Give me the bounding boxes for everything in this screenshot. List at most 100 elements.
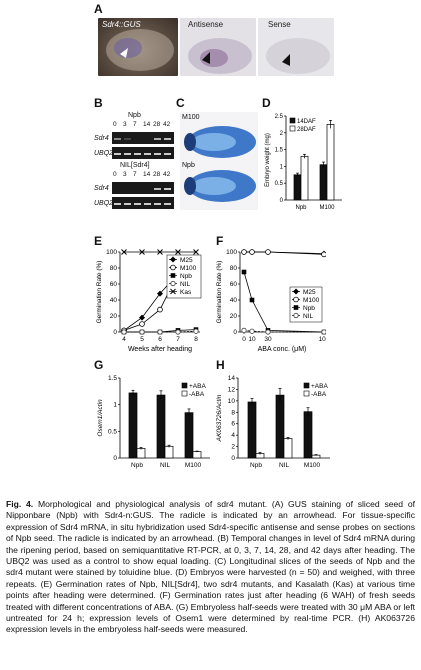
gel-image-ubq2-npb <box>112 147 174 159</box>
gel-image-sdr4-npb <box>112 132 174 144</box>
legend-label: Npb <box>303 305 315 312</box>
chart-g-osem1: 0 0.5 1 1.5 Osem1/Actin Npb NIL M100 +ABA-ABA <box>97 375 210 469</box>
chart-h-ak063726: 0 2 4 6 8 10 12 14 AK063726/Actin Npb NIL M100 +ABA-… <box>216 375 330 469</box>
gel-lane-label: 28 <box>153 171 161 178</box>
legend-label: Kas <box>180 289 192 296</box>
legend-label: +ABA <box>311 383 328 390</box>
gus-stained-seed-image: Sdr4::GUS <box>98 18 178 76</box>
sense-title: Sense <box>268 20 291 29</box>
x-tick-label: NIL <box>279 462 290 469</box>
gel-image-ubq2-nil <box>112 197 174 209</box>
figure-caption: Fig. 4. Morphological and physiological … <box>6 499 415 636</box>
x-tick-label: M100 <box>185 462 202 469</box>
point-marker <box>157 290 163 297</box>
gel-lane-labels-top: 0 3 7 14 28 42 <box>112 121 174 130</box>
legend-swatch <box>181 382 188 389</box>
arrowhead-icon <box>202 52 210 64</box>
y-tick-label: 0 <box>113 455 117 462</box>
gel-bands <box>114 153 171 155</box>
y-tick-label: 0 <box>233 329 237 336</box>
y-tick-label: 80 <box>110 265 118 272</box>
gel-row-ubq2-top: UBQ2 <box>94 150 114 157</box>
point-marker <box>170 280 176 287</box>
y-tick-label: 8 <box>231 409 235 416</box>
bar <box>128 392 138 459</box>
caption-text: Morphological and physiological analysis… <box>6 499 415 635</box>
y-tick-label: 20 <box>110 313 118 320</box>
bar <box>164 445 174 459</box>
sense-seed-drawing <box>266 38 330 74</box>
chart-d-embryo-weight: 0 0.5 1 1.5 2 2.5 Embryo weight (mg) Npb M100 14D… <box>265 114 342 211</box>
x-tick-label: Npb <box>295 205 307 211</box>
y-tick-label: 0 <box>113 329 117 336</box>
panel-letter-b: B <box>94 96 103 110</box>
gus-title: Sdr4::GUS <box>102 20 141 29</box>
y-tick-label: 2.5 <box>275 114 284 120</box>
legend-swatch <box>303 382 310 389</box>
bar <box>247 401 257 459</box>
y-axis-label: Embryo weight (mg) <box>265 133 271 187</box>
point-marker <box>293 312 299 319</box>
panel-letter-f: F <box>216 234 224 248</box>
gus-seed-drawing <box>106 29 174 71</box>
point-marker <box>193 328 199 334</box>
panel-letter-e: E <box>94 234 103 248</box>
bar <box>192 451 202 459</box>
seed-label-m100: M100 <box>182 114 200 121</box>
legend-label: NIL <box>303 313 314 320</box>
x-tick-label: Npb <box>131 462 143 469</box>
y-tick-label: 2 <box>280 131 284 137</box>
y-tick-label: 100 <box>226 249 237 256</box>
bar <box>300 155 309 201</box>
y-tick-label: 1.5 <box>275 148 284 154</box>
legend-label: -ABA <box>311 391 327 398</box>
y-tick-label: 0.5 <box>275 181 284 187</box>
panel-letter-g: G <box>94 358 104 372</box>
point-marker <box>121 249 127 255</box>
panel-letter-d: D <box>262 96 271 110</box>
legend-label: M100 <box>180 265 197 272</box>
bar <box>184 412 194 459</box>
point-marker <box>321 329 326 335</box>
gel-lane-label: 3 <box>123 121 127 128</box>
y-axis-label: Osem1/Actin <box>97 399 104 437</box>
bar <box>136 448 146 459</box>
point-marker <box>241 269 247 275</box>
y-tick-label: 100 <box>106 249 117 256</box>
point-marker <box>249 297 255 303</box>
x-tick-label: 5 <box>140 336 144 343</box>
point-marker <box>265 249 271 255</box>
gel-row-sdr4-bottom: Sdr4 <box>94 185 109 192</box>
gel-group-npb: Npb <box>128 112 141 119</box>
point-marker <box>241 327 247 334</box>
seed-slices-drawing <box>184 126 256 202</box>
antisense-title: Antisense <box>188 20 224 29</box>
gel-row-sdr4-top: Sdr4 <box>94 135 109 142</box>
point-marker <box>139 329 145 335</box>
gel-bands <box>114 203 171 205</box>
y-tick-label: 40 <box>230 297 238 304</box>
x-tick-label: M100 <box>319 205 335 211</box>
antisense-seed-drawing <box>188 38 252 74</box>
legend-label: +ABA <box>189 383 206 390</box>
arrowhead-icon <box>120 48 128 58</box>
legend-swatch <box>181 390 188 397</box>
y-tick-label: 10 <box>228 398 236 405</box>
antisense-image: Antisense <box>180 18 256 76</box>
point-marker <box>249 249 255 255</box>
point-marker <box>193 249 199 255</box>
point-marker <box>321 251 326 258</box>
x-tick-label: 7 <box>176 336 180 343</box>
y-axis-label: Germination Rate (%) <box>216 261 223 324</box>
gel-lane-label: 0 <box>113 121 117 128</box>
gel-lane-label: 28 <box>153 121 161 128</box>
point-marker <box>170 273 176 278</box>
y-tick-label: 6 <box>231 421 235 428</box>
x-tick-label: 0 <box>242 336 246 343</box>
bar <box>303 411 313 459</box>
seed-label-npb: Npb <box>182 162 195 169</box>
point-marker <box>249 328 255 334</box>
arrowhead-icon <box>282 54 290 66</box>
gel-lane-labels-bottom: 0 3 7 14 28 42 <box>112 171 174 180</box>
